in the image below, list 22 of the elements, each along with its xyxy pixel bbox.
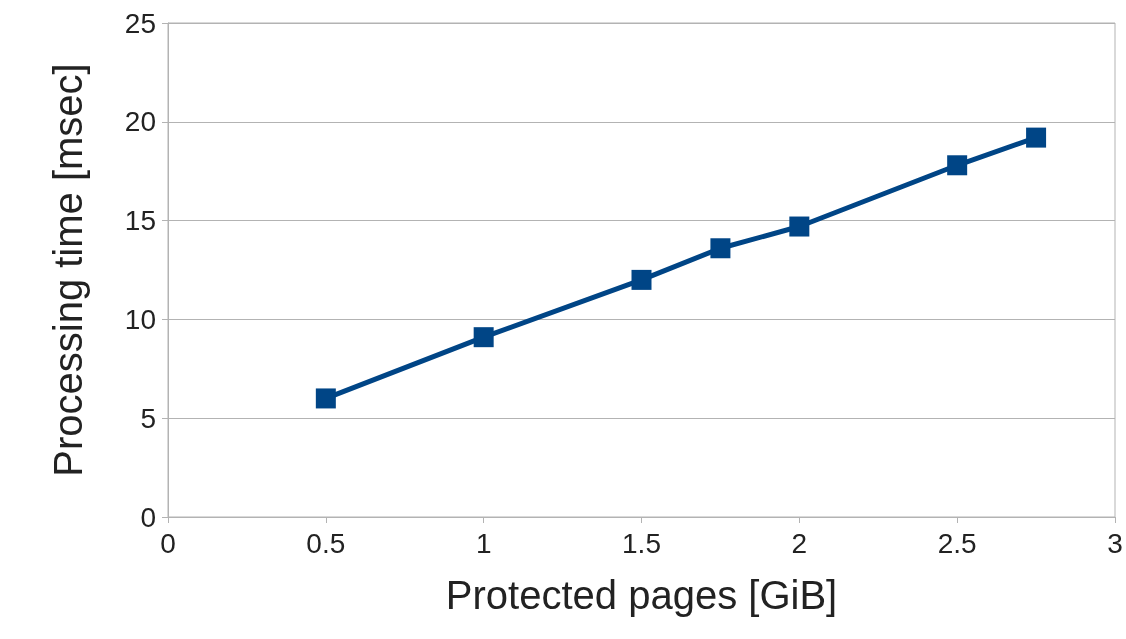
point	[710, 238, 731, 259]
x-tick-label: 1.5	[622, 527, 661, 559]
y-axis-title: Processing time [msec]	[46, 63, 90, 477]
y-tick-label: 25	[124, 7, 156, 39]
x-tick-label: 3	[1107, 527, 1123, 559]
x-tick-label: 1	[475, 527, 492, 559]
x-tick-label: 0	[160, 527, 176, 559]
y-tick-label: 20	[124, 106, 156, 138]
y-tick-label: 5	[140, 402, 156, 434]
y-tick-label: 10	[124, 303, 156, 335]
x-tick-label: 2.5	[937, 527, 977, 559]
x-tick-label: 2	[791, 527, 808, 559]
y-tick-label: 15	[124, 205, 156, 237]
point	[1026, 127, 1047, 148]
y-tick-label: 0	[140, 501, 156, 533]
point	[473, 327, 494, 348]
x-tick-label: 0.5	[306, 527, 346, 559]
point	[947, 155, 968, 176]
point	[315, 388, 336, 409]
point	[789, 216, 810, 237]
x-axis-title: Protected pages [GiB]	[445, 573, 838, 617]
point	[631, 269, 652, 290]
